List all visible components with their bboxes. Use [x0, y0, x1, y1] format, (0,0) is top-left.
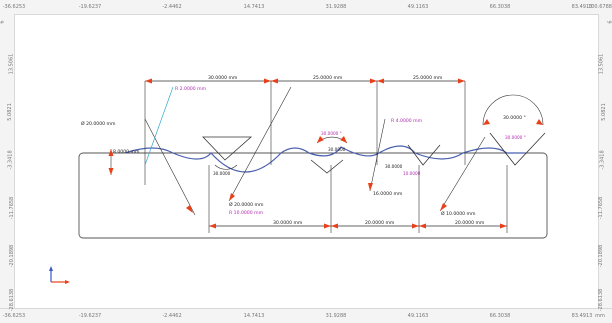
drawing-svg: 30.0000 mm 25.0000 mm 25.0000 mm 30.0000… — [49, 75, 548, 284]
dim-diameter-lower[interactable]: Ø 20.0000 mm — [229, 201, 264, 208]
v-notch-left[interactable] — [202, 136, 253, 161]
v-notch-mid[interactable] — [310, 159, 344, 174]
angle-arc-right[interactable] — [482, 94, 544, 126]
dim-radius-lower[interactable]: R 10.0000 mm — [229, 210, 264, 216]
left-ruler-tick: -3.3418 — [7, 150, 14, 170]
y-axis-arrow-icon — [49, 266, 53, 271]
dim-radius-mid[interactable]: R 4.0000 mm — [391, 118, 423, 124]
x-axis-arrow-icon — [65, 280, 70, 284]
dim-angle-right[interactable]: 30.0000 ° — [503, 115, 526, 121]
top-ruler-tick: -2.4462 — [162, 4, 182, 10]
arrowheads — [108, 78, 543, 229]
dim-small-mid[interactable]: 30.0000 — [328, 147, 346, 152]
dim-bottom-2[interactable]: 20.0000 mm — [365, 220, 395, 226]
right-ruler-tick: 5.0821 — [600, 103, 607, 121]
bottom-ruler-tick: mm — [595, 313, 605, 319]
left-ruler[interactable]: 6 13.5061 5.0821 -3.3418 -11.7658 -20.1898 -28… — [0, 14, 15, 311]
top-ruler-tick: -19.6237 — [78, 4, 102, 10]
leader-mid — [369, 118, 386, 192]
bottom-ruler-tick: 49.1163 — [407, 313, 429, 319]
leader-right — [439, 136, 486, 212]
dim-height-mid[interactable]: 16.0000 mm — [373, 191, 403, 197]
top-ruler-tick: 100.6788 — [588, 4, 612, 10]
dim-diameter-left[interactable]: Ø 20.0000 mm — [81, 120, 116, 127]
axis-indicator — [49, 266, 70, 284]
slot-outline[interactable] — [78, 152, 548, 239]
dim-small-left[interactable]: 30.0000 — [213, 171, 231, 176]
right-ruler-tick: -3.3418 — [599, 150, 606, 170]
dim-angle-mid[interactable]: 30.0000 ° — [321, 131, 342, 136]
top-ruler-tick: -36.6253 — [2, 4, 26, 10]
angle-arc-left[interactable] — [214, 164, 238, 170]
dim-top-1[interactable]: 30.0000 mm — [208, 75, 238, 81]
dim-angle-right-inner[interactable]: 30.0000 ° — [505, 135, 526, 140]
bottom-ruler-tick: -36.6253 — [2, 313, 26, 319]
v-notch-far-right[interactable] — [489, 132, 546, 166]
left-ruler-tick: 6 — [0, 20, 6, 24]
dim-top-3[interactable]: 25.0000 mm — [413, 75, 443, 81]
dim-height-left[interactable]: 8.0000 mm — [113, 149, 140, 155]
top-ruler-tick: 66.3038 — [489, 4, 511, 10]
dim-tiny-mid[interactable]: 10.0000 — [403, 171, 421, 176]
dim-small-right[interactable]: 30.0000 — [385, 164, 403, 169]
profile-curve[interactable] — [124, 145, 525, 173]
leader-lower-diameter — [228, 86, 292, 202]
drawing-canvas[interactable]: 30.0000 mm 25.0000 mm 25.0000 mm 30.0000… — [15, 15, 597, 307]
v-notch-right[interactable] — [407, 144, 441, 166]
bottom-ruler-tick: -19.6237 — [78, 313, 102, 319]
bottom-ruler-tick: 14.7413 — [243, 313, 265, 319]
leader-cyan — [144, 86, 174, 166]
left-ruler-tick: 5.0821 — [6, 103, 13, 121]
leader-left-diameter — [144, 118, 196, 216]
bottom-ruler[interactable]: -36.6253 -19.6237 -2.4462 14.7413 31.9288 49.… — [0, 308, 612, 323]
right-ruler-tick: 6 — [607, 20, 612, 23]
left-ruler-tick: 13.5061 — [8, 53, 15, 75]
top-ruler-tick: 83.4913 — [571, 4, 593, 10]
bottom-ruler-tick: 83.4913 — [571, 313, 593, 319]
dim-diameter-right[interactable]: Ø 10.0000 mm — [441, 210, 476, 217]
right-ruler-tick: -20.1898 — [597, 244, 604, 268]
dim-radius-left[interactable]: R 2.0000 mm — [175, 86, 207, 92]
top-ruler-tick: 49.1163 — [407, 4, 429, 10]
dim-top-2[interactable]: 25.0000 mm — [313, 75, 343, 81]
right-ruler-tick: -28.6138 — [597, 288, 604, 312]
dim-bottom-3[interactable]: 20.0000 mm — [455, 220, 485, 226]
bottom-ruler-tick: 31.9288 — [325, 313, 347, 319]
right-ruler-tick: -11.7658 — [597, 196, 604, 220]
top-ruler-tick: 31.9288 — [325, 4, 347, 10]
bottom-ruler-tick: -2.4462 — [162, 313, 182, 319]
right-ruler-tick: 13.5061 — [598, 53, 605, 75]
top-ruler[interactable]: -36.6253 -19.6237 -2.4462 14.7413 31.9288 49.… — [0, 0, 612, 15]
dim-bottom-1[interactable]: 30.0000 mm — [273, 220, 303, 226]
top-ruler-tick: 14.7413 — [243, 4, 265, 10]
bottom-ruler-tick: 66.3038 — [489, 313, 511, 319]
right-ruler[interactable]: 6 13.5061 5.0821 -3.3418 -11.7658 -20.1898 -28… — [597, 14, 612, 312]
